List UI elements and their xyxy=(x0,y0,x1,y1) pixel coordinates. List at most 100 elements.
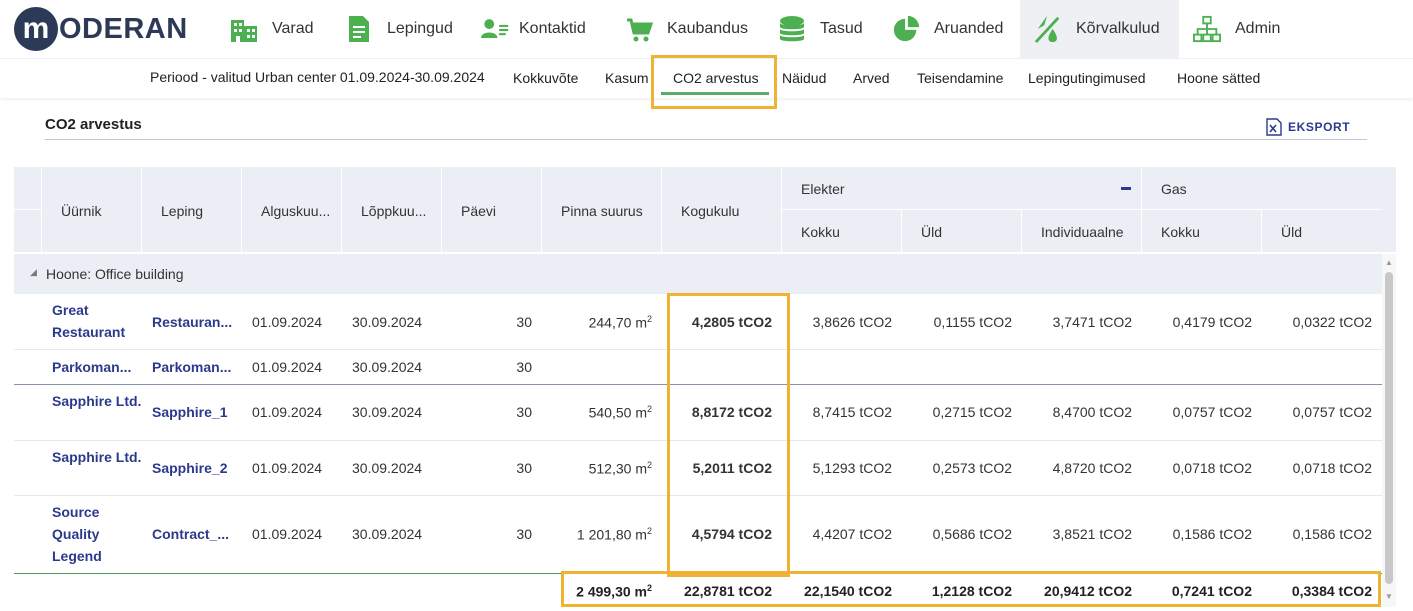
nav-item-admin[interactable]: Admin xyxy=(1193,0,1280,58)
org-chart-icon xyxy=(1193,14,1221,44)
table-row[interactable]: Parkoman... Parkoman... 01.09.2024 30.09… xyxy=(14,350,1382,385)
scroll-up-icon[interactable]: ▲ xyxy=(1385,258,1393,267)
tab-lepingutingimused[interactable]: Lepingutingimused xyxy=(1028,70,1146,86)
export-button[interactable]: EKSPORT xyxy=(1266,118,1350,136)
col-header-end[interactable]: Lõppkuu... xyxy=(361,203,427,219)
el-individual: 3,8521 tCO2 xyxy=(1052,526,1132,542)
table-row[interactable]: Sapphire Ltd. Sapphire_1 01.09.2024 30.0… xyxy=(14,385,1382,441)
col-header-contract[interactable]: Leping xyxy=(161,203,204,219)
contract-link[interactable]: Restauran... xyxy=(152,314,233,330)
excel-icon xyxy=(1266,118,1282,136)
col-header-days[interactable]: Päevi xyxy=(461,203,497,219)
contract-link[interactable]: Parkoman... xyxy=(152,359,232,375)
nav-item-aruanded[interactable]: Aruanded xyxy=(892,0,1003,58)
tab-kokkuvote[interactable]: Kokkuvõte xyxy=(513,70,579,86)
total-co2: 4,5794 tCO2 xyxy=(691,526,772,542)
divider xyxy=(541,167,542,252)
scroll-thumb[interactable] xyxy=(1385,272,1393,584)
gas-common: 0,0322 tCO2 xyxy=(1292,314,1372,330)
coins-icon xyxy=(778,14,806,44)
col-group-electricity[interactable]: Elekter xyxy=(801,181,845,197)
col-header-tenant[interactable]: Üürnik xyxy=(61,203,102,219)
col-header-el-individual[interactable]: Individuaalne xyxy=(1041,224,1124,240)
table-row[interactable]: Sapphire Ltd. Sapphire_2 01.09.2024 30.0… xyxy=(14,441,1382,496)
tenant-link[interactable]: Sapphire Ltd. xyxy=(52,449,142,465)
nav-label: Tasud xyxy=(820,20,863,37)
start-date: 01.09.2024 xyxy=(252,359,323,375)
tenant-link[interactable]: Great Restaurant xyxy=(52,302,126,340)
divider xyxy=(241,167,242,252)
tenant-link[interactable]: Sapphire Ltd. xyxy=(52,393,142,409)
logo-mark: m xyxy=(14,7,58,51)
tenant-link[interactable]: Source Quality Legend xyxy=(52,504,102,564)
el-common: 0,2573 tCO2 xyxy=(932,460,1012,476)
nav-item-korvalkulud[interactable]: Kõrvalkulud xyxy=(1020,0,1179,58)
el-total: 4,4207 tCO2 xyxy=(812,526,892,542)
col-header-el-common[interactable]: Üld xyxy=(921,224,943,240)
scroll-down-icon[interactable]: ▼ xyxy=(1385,592,1393,601)
collapse-group-icon[interactable] xyxy=(1121,187,1131,190)
logo-text: ODERAN xyxy=(59,12,188,45)
col-header-gas-total[interactable]: Kokku xyxy=(1161,224,1200,240)
divider xyxy=(1261,210,1262,252)
contacts-icon xyxy=(481,14,509,44)
area: 244,70 m2 xyxy=(588,314,652,331)
top-navigation: m ODERAN Varad Lepingud Kontaktid Kauban… xyxy=(0,0,1413,58)
tab-kasum[interactable]: Kasum xyxy=(605,70,649,86)
pie-chart-icon xyxy=(892,14,920,44)
area: 540,50 m2 xyxy=(588,404,652,421)
el-total: 3,8626 tCO2 xyxy=(812,314,892,330)
gas-total: 0,4179 tCO2 xyxy=(1172,314,1252,330)
moderan-logo[interactable]: m ODERAN xyxy=(14,7,188,51)
table-row[interactable]: Source Quality Legend Contract_... 01.09… xyxy=(14,496,1382,573)
tab-arved[interactable]: Arved xyxy=(853,70,890,86)
totals-row: 2 499,30 m2 22,8781 tCO2 22,1540 tCO2 1,… xyxy=(14,573,1382,607)
group-row-building[interactable]: ◢ Hoone: Office building xyxy=(14,254,1382,294)
vertical-scrollbar[interactable]: ▲ ▼ xyxy=(1382,254,1396,607)
nav-item-kaubandus[interactable]: Kaubandus xyxy=(625,0,748,58)
end-date: 30.09.2024 xyxy=(352,359,423,375)
el-common: 0,5686 tCO2 xyxy=(932,526,1012,542)
col-header-start[interactable]: Alguskuu... xyxy=(261,203,331,219)
sub-navigation: Periood - valitud Urban center 01.09.202… xyxy=(0,58,1413,98)
nav-item-kontaktid[interactable]: Kontaktid xyxy=(481,0,586,58)
title-divider xyxy=(45,139,1367,140)
nav-item-tasud[interactable]: Tasud xyxy=(778,0,863,58)
days: 30 xyxy=(516,526,532,542)
start-date: 01.09.2024 xyxy=(252,460,323,476)
divider xyxy=(661,167,662,252)
tab-hoone-satted[interactable]: Hoone sätted xyxy=(1177,70,1261,86)
divider xyxy=(781,209,1381,210)
tenant-link[interactable]: Parkoman... xyxy=(52,359,132,375)
collapse-arrow-icon[interactable]: ◢ xyxy=(30,267,37,277)
end-date: 30.09.2024 xyxy=(352,404,423,420)
col-header-total[interactable]: Kogukulu xyxy=(681,203,740,219)
nav-label: Kaubandus xyxy=(667,20,748,37)
nav-label: Aruanded xyxy=(934,20,1004,37)
tab-teisendamine[interactable]: Teisendamine xyxy=(917,70,1004,86)
contract-link[interactable]: Sapphire_1 xyxy=(152,404,228,420)
col-header-el-total[interactable]: Kokku xyxy=(801,224,840,240)
days: 30 xyxy=(516,359,532,375)
el-individual: 3,7471 tCO2 xyxy=(1052,314,1132,330)
col-header-area[interactable]: Pinna suurus xyxy=(561,203,643,219)
col-group-gas[interactable]: Gas xyxy=(1161,181,1187,197)
export-label: EKSPORT xyxy=(1288,120,1351,134)
gas-common: 0,1586 tCO2 xyxy=(1292,526,1372,542)
total-gas-common: 0,3384 tCO2 xyxy=(1291,583,1372,599)
document-icon xyxy=(345,14,373,44)
period-selector[interactable]: Periood - valitud Urban center 01.09.202… xyxy=(150,69,485,85)
co2-table: Üürnik Leping Alguskuu... Lõppkuu... Päe… xyxy=(14,167,1396,607)
nav-item-varad[interactable]: Varad xyxy=(230,0,314,58)
gas-total: 0,0757 tCO2 xyxy=(1172,404,1252,420)
start-date: 01.09.2024 xyxy=(252,526,323,542)
contract-link[interactable]: Sapphire_2 xyxy=(152,460,228,476)
tab-naidud[interactable]: Näidud xyxy=(782,70,827,86)
divider xyxy=(341,167,342,252)
el-individual: 8,4700 tCO2 xyxy=(1052,404,1132,420)
contract-link[interactable]: Contract_... xyxy=(152,526,230,542)
col-header-gas-common[interactable]: Üld xyxy=(1281,224,1303,240)
tab-co2-arvestus[interactable]: CO2 arvestus xyxy=(673,70,759,86)
nav-item-lepingud[interactable]: Lepingud xyxy=(345,0,453,58)
table-row[interactable]: Great Restaurant Restauran... 01.09.2024… xyxy=(14,294,1382,350)
